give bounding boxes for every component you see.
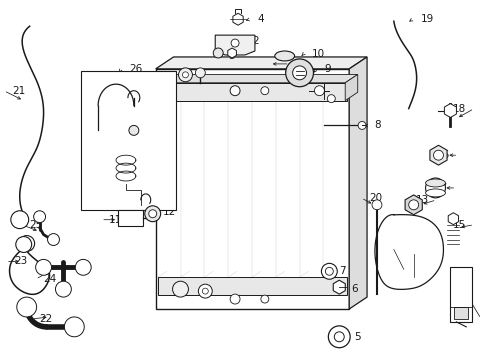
- Text: 3: 3: [228, 51, 235, 61]
- Text: 7: 7: [339, 266, 346, 276]
- Circle shape: [11, 211, 29, 229]
- Circle shape: [172, 281, 189, 297]
- Circle shape: [34, 211, 46, 223]
- Text: 4: 4: [258, 14, 265, 24]
- Circle shape: [230, 86, 240, 96]
- Circle shape: [434, 150, 443, 160]
- Text: 26: 26: [129, 64, 142, 74]
- Bar: [118, 210, 143, 226]
- Polygon shape: [156, 57, 367, 69]
- Text: 12: 12: [163, 207, 176, 217]
- Circle shape: [198, 284, 212, 298]
- Bar: [158, 83, 347, 100]
- Circle shape: [231, 39, 239, 47]
- Text: 22: 22: [40, 314, 53, 324]
- Text: 21: 21: [12, 86, 25, 96]
- Text: 1: 1: [297, 59, 304, 69]
- Circle shape: [325, 267, 333, 275]
- Circle shape: [315, 86, 324, 96]
- Text: 24: 24: [44, 274, 57, 284]
- Circle shape: [16, 237, 32, 252]
- Text: 25: 25: [30, 220, 43, 230]
- Circle shape: [230, 294, 240, 304]
- Circle shape: [182, 72, 189, 78]
- Bar: [450, 267, 472, 322]
- Circle shape: [334, 332, 344, 342]
- Text: 8: 8: [374, 121, 381, 130]
- Text: 11: 11: [109, 215, 122, 225]
- Text: 17: 17: [435, 183, 448, 193]
- Circle shape: [64, 317, 84, 337]
- Circle shape: [426, 178, 445, 198]
- Ellipse shape: [426, 179, 445, 187]
- Text: 23: 23: [14, 256, 27, 266]
- Circle shape: [129, 125, 139, 135]
- Circle shape: [327, 95, 335, 103]
- Polygon shape: [349, 57, 367, 309]
- Text: 18: 18: [453, 104, 466, 113]
- Text: 5: 5: [354, 332, 361, 342]
- Text: 13: 13: [416, 195, 429, 205]
- Circle shape: [145, 206, 161, 222]
- Circle shape: [55, 281, 72, 297]
- Text: 16: 16: [437, 150, 450, 160]
- Circle shape: [75, 260, 91, 275]
- Circle shape: [358, 121, 366, 129]
- Text: 19: 19: [420, 14, 434, 24]
- Circle shape: [202, 288, 208, 294]
- Circle shape: [178, 68, 193, 82]
- Circle shape: [286, 59, 314, 87]
- Polygon shape: [215, 35, 255, 55]
- Bar: [156, 69, 349, 309]
- Ellipse shape: [426, 189, 445, 197]
- Ellipse shape: [275, 51, 294, 61]
- Circle shape: [321, 264, 337, 279]
- Polygon shape: [158, 75, 358, 83]
- Circle shape: [196, 68, 205, 78]
- Bar: [454, 307, 468, 319]
- Circle shape: [149, 210, 157, 218]
- Circle shape: [261, 295, 269, 303]
- Text: 2: 2: [252, 36, 259, 46]
- Circle shape: [372, 200, 382, 210]
- Circle shape: [409, 200, 418, 210]
- Text: 15: 15: [453, 220, 466, 230]
- Circle shape: [293, 66, 307, 80]
- Text: 9: 9: [324, 64, 331, 74]
- Bar: [158, 277, 347, 295]
- Circle shape: [261, 87, 269, 95]
- Circle shape: [36, 260, 51, 275]
- Text: 6: 6: [351, 284, 358, 294]
- Circle shape: [17, 297, 37, 317]
- Circle shape: [48, 234, 59, 246]
- Circle shape: [213, 48, 223, 58]
- Bar: [81, 71, 175, 210]
- Text: 20: 20: [369, 193, 382, 203]
- Text: 10: 10: [312, 49, 324, 59]
- Circle shape: [19, 235, 35, 251]
- Text: 14: 14: [460, 314, 473, 324]
- Circle shape: [328, 326, 350, 348]
- Polygon shape: [345, 75, 358, 100]
